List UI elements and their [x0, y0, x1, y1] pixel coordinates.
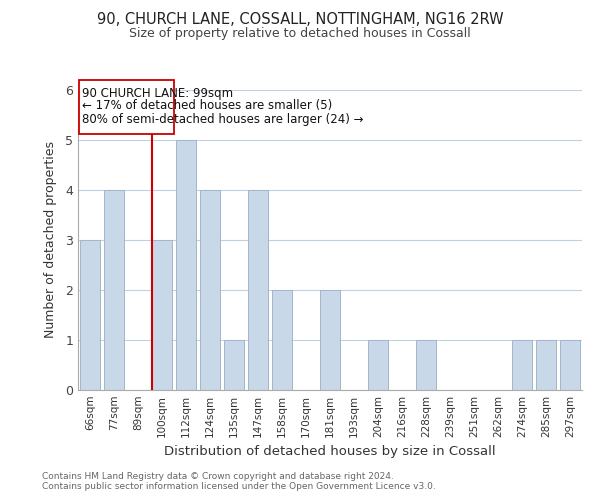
Text: Size of property relative to detached houses in Cossall: Size of property relative to detached ho…: [129, 28, 471, 40]
Text: 80% of semi-detached houses are larger (24) →: 80% of semi-detached houses are larger (…: [82, 112, 364, 126]
Bar: [152, 240, 172, 390]
Bar: [512, 340, 532, 390]
Y-axis label: Number of detached properties: Number of detached properties: [44, 142, 57, 338]
Bar: [368, 340, 388, 390]
FancyBboxPatch shape: [79, 80, 175, 134]
Bar: [80, 240, 100, 390]
Bar: [248, 190, 268, 390]
Bar: [200, 190, 220, 390]
Text: Contains HM Land Registry data © Crown copyright and database right 2024.: Contains HM Land Registry data © Crown c…: [42, 472, 394, 481]
Bar: [176, 140, 196, 390]
Bar: [560, 340, 580, 390]
Bar: [416, 340, 436, 390]
X-axis label: Distribution of detached houses by size in Cossall: Distribution of detached houses by size …: [164, 446, 496, 458]
Text: 90 CHURCH LANE: 99sqm: 90 CHURCH LANE: 99sqm: [82, 86, 233, 100]
Text: ← 17% of detached houses are smaller (5): ← 17% of detached houses are smaller (5): [82, 99, 332, 112]
Bar: [320, 290, 340, 390]
Text: Contains public sector information licensed under the Open Government Licence v3: Contains public sector information licen…: [42, 482, 436, 491]
Bar: [536, 340, 556, 390]
Text: 90, CHURCH LANE, COSSALL, NOTTINGHAM, NG16 2RW: 90, CHURCH LANE, COSSALL, NOTTINGHAM, NG…: [97, 12, 503, 28]
Bar: [272, 290, 292, 390]
Bar: [224, 340, 244, 390]
Bar: [104, 190, 124, 390]
